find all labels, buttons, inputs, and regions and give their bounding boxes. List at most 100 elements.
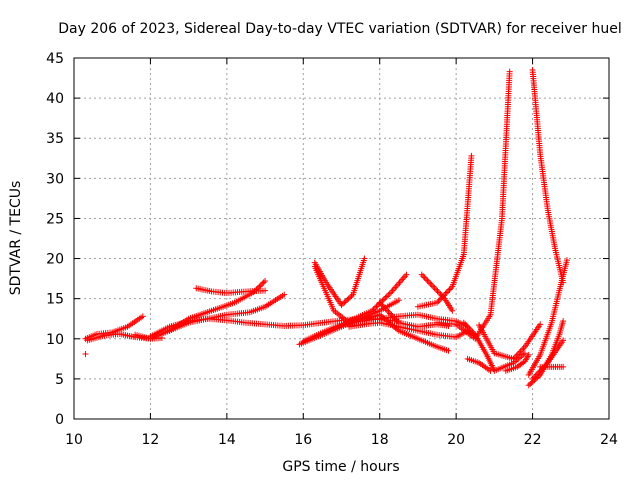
x-tick-label: 14 — [218, 432, 236, 448]
series-track-08 — [311, 255, 368, 309]
data-point — [431, 285, 438, 292]
data-point — [530, 374, 537, 381]
data-point — [347, 294, 354, 301]
series-track-03 — [82, 351, 89, 358]
series-track-25 — [529, 337, 567, 382]
series-track-06 — [193, 285, 269, 297]
data-point — [537, 367, 544, 374]
y-tick-label: 15 — [46, 292, 64, 308]
data-point — [468, 152, 475, 159]
data-point — [536, 368, 543, 375]
y-tick-label: 45 — [46, 51, 64, 67]
y-tick-label: 20 — [46, 252, 64, 268]
data-point — [361, 255, 368, 262]
y-tick-label: 10 — [46, 332, 64, 348]
data-point — [424, 277, 431, 284]
data-point — [262, 287, 269, 294]
y-axis-label: SDTVAR / TECUs — [8, 181, 24, 296]
data-point — [348, 292, 355, 299]
data-point — [428, 282, 435, 289]
series-track-16 — [418, 271, 456, 314]
x-tick-label: 22 — [524, 432, 542, 448]
x-tick-label: 24 — [600, 432, 618, 448]
data-point — [434, 299, 441, 306]
data-point — [383, 293, 390, 300]
data-point — [528, 379, 535, 386]
x-tick-label: 12 — [142, 432, 160, 448]
data-point — [427, 280, 434, 287]
data-point — [435, 298, 442, 305]
data-points — [82, 67, 570, 389]
data-point — [139, 313, 146, 320]
data-point — [487, 367, 494, 374]
data-point — [373, 303, 380, 310]
data-point — [395, 297, 402, 304]
series-track-11 — [300, 271, 410, 345]
data-point — [339, 300, 346, 307]
series-track-22 — [529, 67, 567, 286]
series-track-14 — [414, 152, 475, 310]
data-point — [520, 345, 527, 352]
x-tick-label: 10 — [65, 432, 83, 448]
data-point — [560, 318, 567, 325]
data-point — [446, 286, 453, 293]
chart-title: Day 206 of 2023, Sidereal Day-to-day VTE… — [58, 21, 621, 37]
data-point — [420, 273, 427, 280]
data-point — [385, 308, 392, 315]
axis-ticks: 10 12 14 16 18 20 22 24 0 5 10 15 20 25 30 35 40 45 — [46, 51, 618, 448]
data-point — [434, 288, 441, 295]
grid — [74, 58, 609, 419]
data-point — [533, 371, 540, 378]
data-point — [521, 350, 528, 357]
data-point — [254, 285, 261, 292]
data-point — [257, 282, 264, 289]
data-point — [421, 274, 428, 281]
y-tick-label: 40 — [46, 91, 64, 107]
data-point — [527, 381, 534, 388]
data-point — [542, 362, 549, 369]
data-point — [529, 375, 536, 382]
x-tick-label: 18 — [371, 432, 389, 448]
data-point — [443, 289, 450, 296]
data-point — [425, 279, 432, 286]
data-point — [532, 372, 539, 379]
x-axis-label: GPS time / hours — [282, 459, 399, 475]
series-track-19 — [476, 321, 544, 362]
data-point — [525, 351, 532, 358]
data-point — [418, 271, 425, 278]
data-point — [435, 289, 442, 296]
data-point — [256, 283, 263, 290]
data-point — [563, 257, 570, 264]
data-point — [525, 382, 532, 389]
data-point — [560, 363, 567, 370]
series-track-17 — [434, 68, 513, 342]
x-tick-label: 16 — [294, 432, 312, 448]
data-point — [342, 298, 349, 305]
data-point — [250, 289, 257, 296]
data-point — [260, 279, 267, 286]
data-point — [372, 304, 379, 311]
y-tick-label: 35 — [46, 131, 64, 147]
data-point — [506, 68, 513, 75]
data-point — [338, 302, 345, 309]
data-point — [519, 346, 526, 353]
data-point — [386, 290, 393, 297]
data-point — [82, 351, 89, 358]
data-point — [423, 276, 430, 283]
data-point — [445, 288, 452, 295]
data-point — [535, 370, 542, 377]
data-point — [436, 296, 443, 303]
plot-border — [73, 57, 610, 420]
data-point — [345, 295, 352, 302]
series-track-21 — [502, 351, 532, 374]
y-tick-label: 25 — [46, 211, 64, 227]
data-point — [537, 321, 544, 328]
data-point — [259, 280, 266, 287]
plot-frame — [73, 57, 610, 420]
data-point — [445, 347, 452, 354]
data-point — [430, 283, 437, 290]
data-point — [403, 271, 410, 278]
data-point — [560, 337, 567, 344]
data-point — [382, 294, 389, 301]
